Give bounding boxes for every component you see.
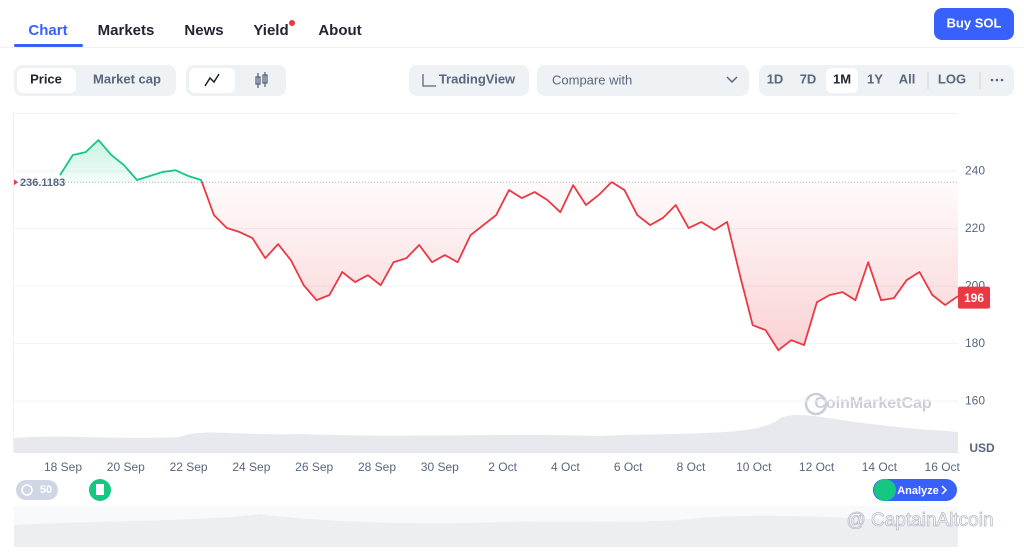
tab[interactable]: Markets: [98, 22, 155, 39]
tab[interactable]: Chart: [28, 22, 67, 39]
tradingview-label[interactable]: TradingView: [439, 71, 516, 86]
range-option[interactable]: 1M: [833, 71, 851, 86]
area: [60, 140, 958, 351]
volume-area: [14, 415, 958, 452]
range-toggle: [759, 65, 1014, 96]
currency-label: USD: [969, 441, 995, 455]
range-option[interactable]: 1Y: [867, 71, 883, 86]
x-tick-label: 8 Oct: [677, 460, 706, 474]
last-price-badge: [958, 286, 990, 309]
reference-marker: [14, 179, 18, 186]
events-icon: [21, 484, 33, 496]
x-tick-label: 4 Oct: [551, 460, 580, 474]
x-tick-label: 10 Oct: [736, 460, 772, 474]
y-tick-label: 160: [965, 393, 985, 407]
more-icon[interactable]: [990, 78, 1004, 82]
x-tick-label: 30 Sep: [421, 460, 459, 474]
news-pin[interactable]: [874, 479, 896, 501]
buy-button-label[interactable]: Buy SOL: [947, 15, 1002, 30]
reference-label: 236.1183: [20, 177, 65, 189]
x-tick-label: 12 Oct: [799, 460, 835, 474]
x-tick-label: 6 Oct: [614, 460, 643, 474]
view-active: [17, 68, 76, 93]
x-tick-label: 14 Oct: [862, 460, 898, 474]
x-tick-label: 20 Sep: [107, 460, 145, 474]
price-line: [59, 139, 959, 352]
chevron: [726, 76, 738, 84]
x-tick-label: 16 Oct: [925, 460, 961, 474]
view-option[interactable]: Market cap: [93, 71, 161, 86]
watermark: CoinMarketCap: [814, 395, 932, 412]
range-option[interactable]: 1D: [767, 71, 784, 86]
compare-select[interactable]: [537, 65, 749, 96]
y-tick-label: 240: [965, 163, 985, 177]
new-dot: [289, 20, 295, 26]
news-pin-icon: [96, 484, 104, 495]
x-tick-label: 22 Sep: [170, 460, 208, 474]
x-tick-label: 26 Sep: [295, 460, 333, 474]
last-price-label: 196: [964, 291, 984, 305]
analyze-label[interactable]: Analyze: [897, 485, 939, 497]
line-icon: [204, 73, 220, 87]
chevron: [941, 485, 948, 495]
tab[interactable]: About: [318, 22, 361, 39]
candle-icon[interactable]: [255, 72, 268, 88]
range-option[interactable]: All: [899, 71, 916, 86]
range-option[interactable]: 7D: [800, 71, 817, 86]
compare-label[interactable]: Compare with: [552, 72, 632, 87]
range-option[interactable]: LOG: [938, 71, 966, 86]
tab[interactable]: Yield: [253, 22, 288, 39]
buy-button[interactable]: [934, 8, 1014, 40]
tab[interactable]: News: [184, 22, 223, 39]
y-tick-label: 180: [965, 336, 985, 350]
credit-watermark: @ CaptainAltcoin: [846, 510, 993, 531]
navigator-area: [14, 514, 958, 547]
x-tick-label: 24 Sep: [232, 460, 270, 474]
events-count[interactable]: 50: [40, 484, 52, 496]
view-option[interactable]: Price: [30, 71, 62, 86]
tradingview-button[interactable]: [409, 65, 529, 96]
y-tick-label: 220: [965, 221, 985, 235]
tv-icon: [422, 74, 436, 87]
x-tick-label: 18 Sep: [44, 460, 82, 474]
active-tab-underline: [14, 44, 83, 47]
watermark-logo: [804, 392, 828, 416]
x-tick-label: 2 Oct: [488, 460, 517, 474]
range-active: [826, 68, 858, 93]
x-tick-label: 28 Sep: [358, 460, 396, 474]
